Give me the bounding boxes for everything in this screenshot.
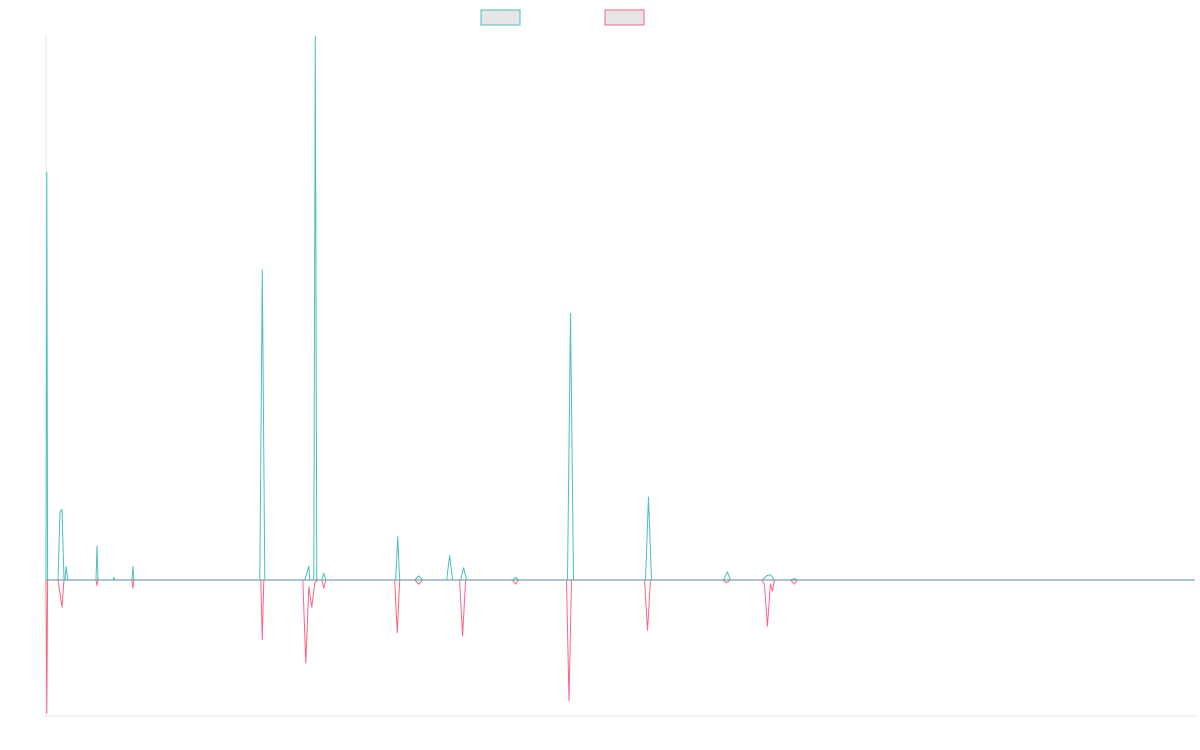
series-1-line <box>45 35 1195 581</box>
series-2-line <box>45 579 1195 714</box>
legend-swatch-series-2[interactable] <box>604 9 645 26</box>
legend <box>480 9 645 26</box>
legend-swatch-series-1[interactable] <box>480 9 521 26</box>
plot-area <box>45 35 1195 714</box>
axes <box>45 36 1195 717</box>
